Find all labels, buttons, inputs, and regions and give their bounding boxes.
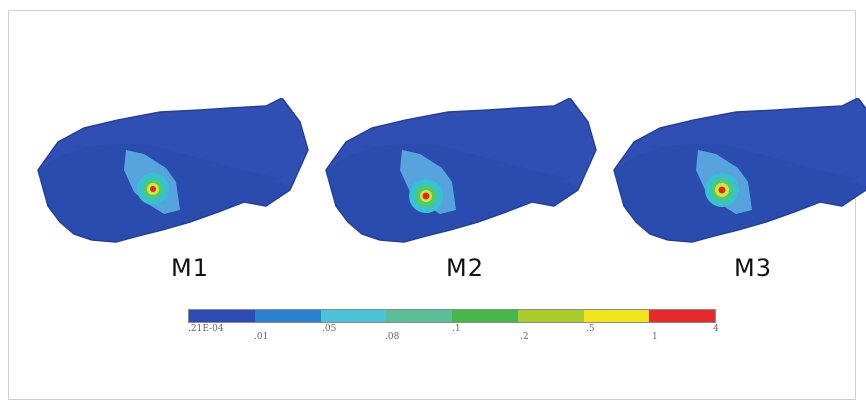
model-m3-body — [613, 98, 866, 243]
legend-swatch-8 — [649, 310, 715, 322]
model-m2-panel — [318, 98, 603, 250]
model-m3-panel — [606, 98, 866, 250]
legend-tick-2: .01 — [254, 332, 269, 342]
color-legend-bar — [188, 309, 716, 323]
model-m1-panel — [30, 98, 315, 250]
legend-tick-3: .05 — [322, 324, 337, 334]
label-m3: M3 — [734, 254, 772, 282]
legend-swatch-4 — [386, 310, 452, 322]
model-m2-body — [325, 98, 597, 243]
model-m3-figure — [613, 98, 866, 243]
legend-tick-7: .5 — [586, 324, 595, 334]
legend-swatch-6 — [517, 310, 584, 322]
legend-tick-6: .2 — [520, 332, 529, 342]
legend-swatch-1 — [189, 310, 255, 322]
legend-swatch-7 — [583, 310, 650, 322]
legend-swatch-3 — [320, 310, 387, 322]
model-m3-core — [718, 186, 726, 194]
legend-tick-1: .21E-04 — [188, 324, 224, 334]
model-m2-figure — [325, 98, 597, 243]
model-m1-figure — [37, 98, 309, 243]
legend-tick-4: .08 — [385, 332, 400, 342]
legend-tick-9: 4 — [713, 324, 719, 334]
legend-swatch-5 — [452, 310, 518, 322]
label-m2: M2 — [446, 254, 484, 282]
legend-tick-5: .1 — [452, 324, 461, 334]
model-m1-core — [150, 186, 156, 192]
model-m1-body — [37, 98, 309, 243]
model-m2-core — [422, 192, 430, 200]
legend-swatch-2 — [254, 310, 321, 322]
label-m1: M1 — [171, 254, 209, 282]
legend-tick-8: 1 — [652, 332, 658, 342]
